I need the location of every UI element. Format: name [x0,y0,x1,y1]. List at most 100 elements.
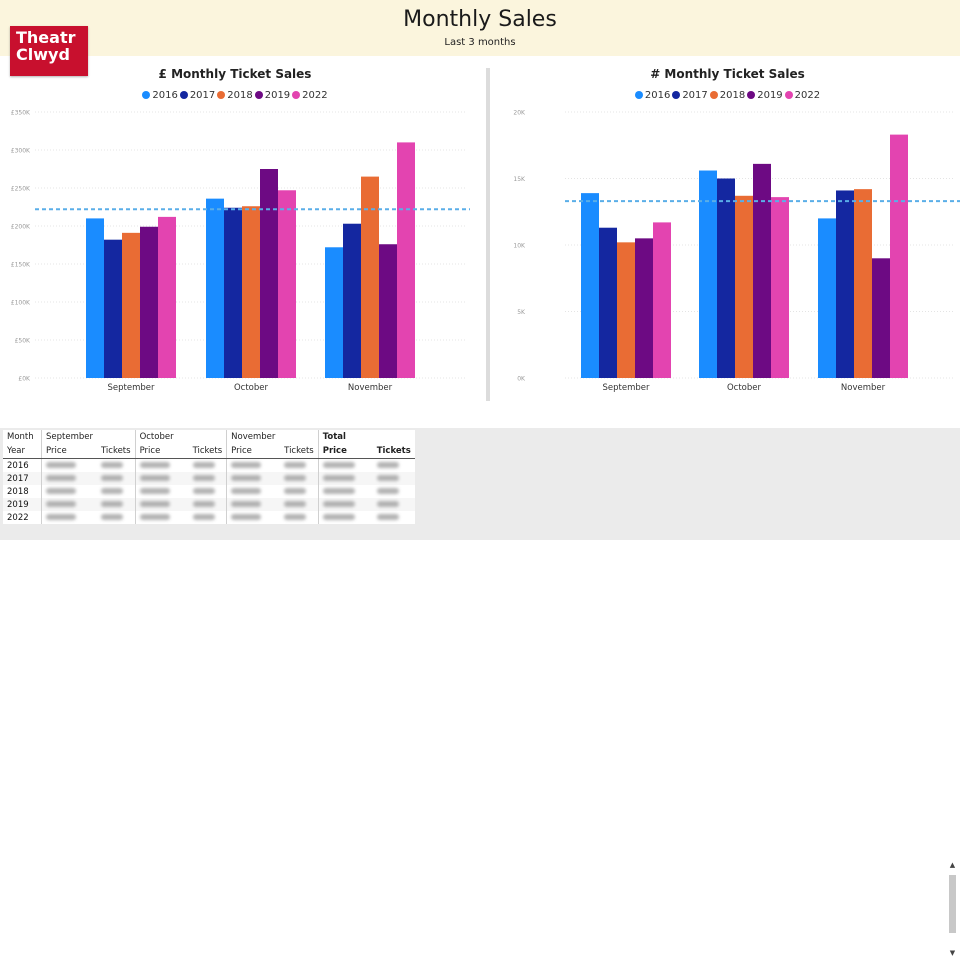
table-cell-redacted [97,485,135,498]
row-year-label: 2016 [7,460,29,471]
bar-2017-october [224,207,242,378]
y-tick-label: £50K [15,338,31,345]
bar-2022-october [771,197,789,378]
x-tick-label: November [841,383,886,393]
matrix-header-price[interactable]: Price [226,444,281,459]
y-tick-label: 20K [513,110,526,117]
matrix-header-tickets[interactable]: Tickets [372,444,415,459]
row-year-label: 2018 [7,486,29,497]
x-tick-label: November [348,383,393,393]
matrix-header-price[interactable]: Price [317,444,373,459]
table-cell-redacted [226,458,281,472]
tickets-chart: # Monthly Ticket Sales 2016 2017 2018 2019 2… [495,62,960,402]
y-tick-label: £0K [18,376,31,383]
redacted-value [284,513,307,520]
table-cell-redacted [189,485,227,498]
table-cell-redacted [226,511,281,524]
legend-label: 2017 [682,90,708,101]
bar-2016-november [325,247,343,378]
redacted-value [192,513,215,520]
matrix-header-price[interactable]: Price [40,444,97,459]
legend-label: 2022 [794,90,821,101]
matrix-header-price[interactable]: Price [134,444,189,459]
matrix-header-row-2: Year Price Tickets Price Tickets Price T… [3,444,415,459]
redacted-value [46,487,76,494]
scroll-up-icon[interactable]: ▲ [949,861,956,869]
table-row[interactable]: 2019 [3,498,415,511]
scroll-down-icon[interactable]: ▼ [949,949,956,957]
redacted-value [139,500,170,507]
matrix-header-tickets[interactable]: Tickets [188,444,227,459]
table-cell-redacted [189,459,227,473]
legend-item-2022[interactable]: 2022 [292,90,328,101]
legend-item-2016[interactable]: 2016 [142,90,178,101]
legend-item-2017[interactable]: 2017 [672,90,708,101]
y-tick-label: 5K [517,309,526,316]
redacted-value [139,461,170,468]
matrix-scrollbar[interactable]: ▲ ▼ [948,861,957,957]
bar-2022-september [653,222,671,378]
redacted-value [100,500,123,507]
legend-item-2019[interactable]: 2019 [747,90,783,101]
table-row[interactable]: 2016 [3,458,415,473]
table-cell-redacted [317,511,373,524]
bar-2019-november [872,258,890,378]
y-tick-label: £350K [11,110,31,117]
matrix-header-october[interactable]: October [134,430,189,444]
table-cell-redacted [373,498,415,511]
legend-label: 2018 [227,90,253,101]
table-cell-redacted [226,498,281,511]
matrix-header-tickets[interactable]: Tickets [96,444,136,459]
legend-item-2017[interactable]: 2017 [179,90,215,101]
legend-item-2019[interactable]: 2019 [254,90,291,101]
y-tick-label: 0K [517,376,526,383]
legend-swatch [179,91,188,99]
bar-2017-september [104,239,122,378]
table-row[interactable]: 2022 [3,511,415,524]
redacted-value [376,500,399,507]
bar-2022-november [397,142,415,378]
legend-swatch [634,91,643,99]
bar-2019-october [753,163,771,378]
legend-label: 2019 [264,90,291,101]
legend-swatch [254,91,263,99]
table-cell-redacted [373,511,415,524]
table-cell-redacted [280,485,318,498]
sales-matrix-panel: Month September October November Total Y… [0,428,960,957]
revenue-chart-title: £ Monthly Ticket Sales [158,67,312,81]
page-subtitle: Last 3 months [444,37,516,48]
sales-matrix-table[interactable]: Month September October November Total Y… [3,430,415,524]
table-row[interactable]: 2018 [3,485,415,498]
matrix-header-september[interactable]: September [40,430,97,444]
tickets-chart-legend: 2016 2017 2018 2019 2022 [495,90,960,101]
redacted-value [231,487,262,494]
legend-label: 2022 [302,90,328,101]
bar-2017-october [717,178,735,378]
redacted-value [376,487,399,494]
table-cell-redacted [373,459,415,473]
redacted-value [192,487,215,494]
redacted-value [100,461,123,468]
table-cell-redacted [40,458,97,472]
table-cell-redacted [134,472,189,485]
matrix-header-tickets[interactable]: Tickets [280,444,319,459]
scrollbar-thumb[interactable] [949,875,956,933]
row-year-label: 2017 [7,473,29,484]
bar-2019-november [379,244,397,378]
table-row[interactable]: 2017 [3,472,415,485]
bar-2016-november [818,218,836,378]
bar-2016-october [699,170,717,378]
redacted-value [322,461,355,468]
matrix-header-row-1: Month September October November Total [3,430,415,444]
legend-item-2016[interactable]: 2016 [634,90,670,101]
bar-2016-september [86,218,104,378]
y-tick-label: £300K [11,148,31,155]
redacted-value [376,474,399,481]
legend-item-2018[interactable]: 2018 [709,90,745,101]
matrix-header-total[interactable]: Total [317,430,373,444]
legend-item-2022[interactable]: 2022 [784,90,821,101]
legend-item-2018[interactable]: 2018 [217,90,253,101]
legend-swatch [672,91,681,99]
redacted-value [284,461,307,468]
matrix-header-november[interactable]: November [226,430,281,444]
